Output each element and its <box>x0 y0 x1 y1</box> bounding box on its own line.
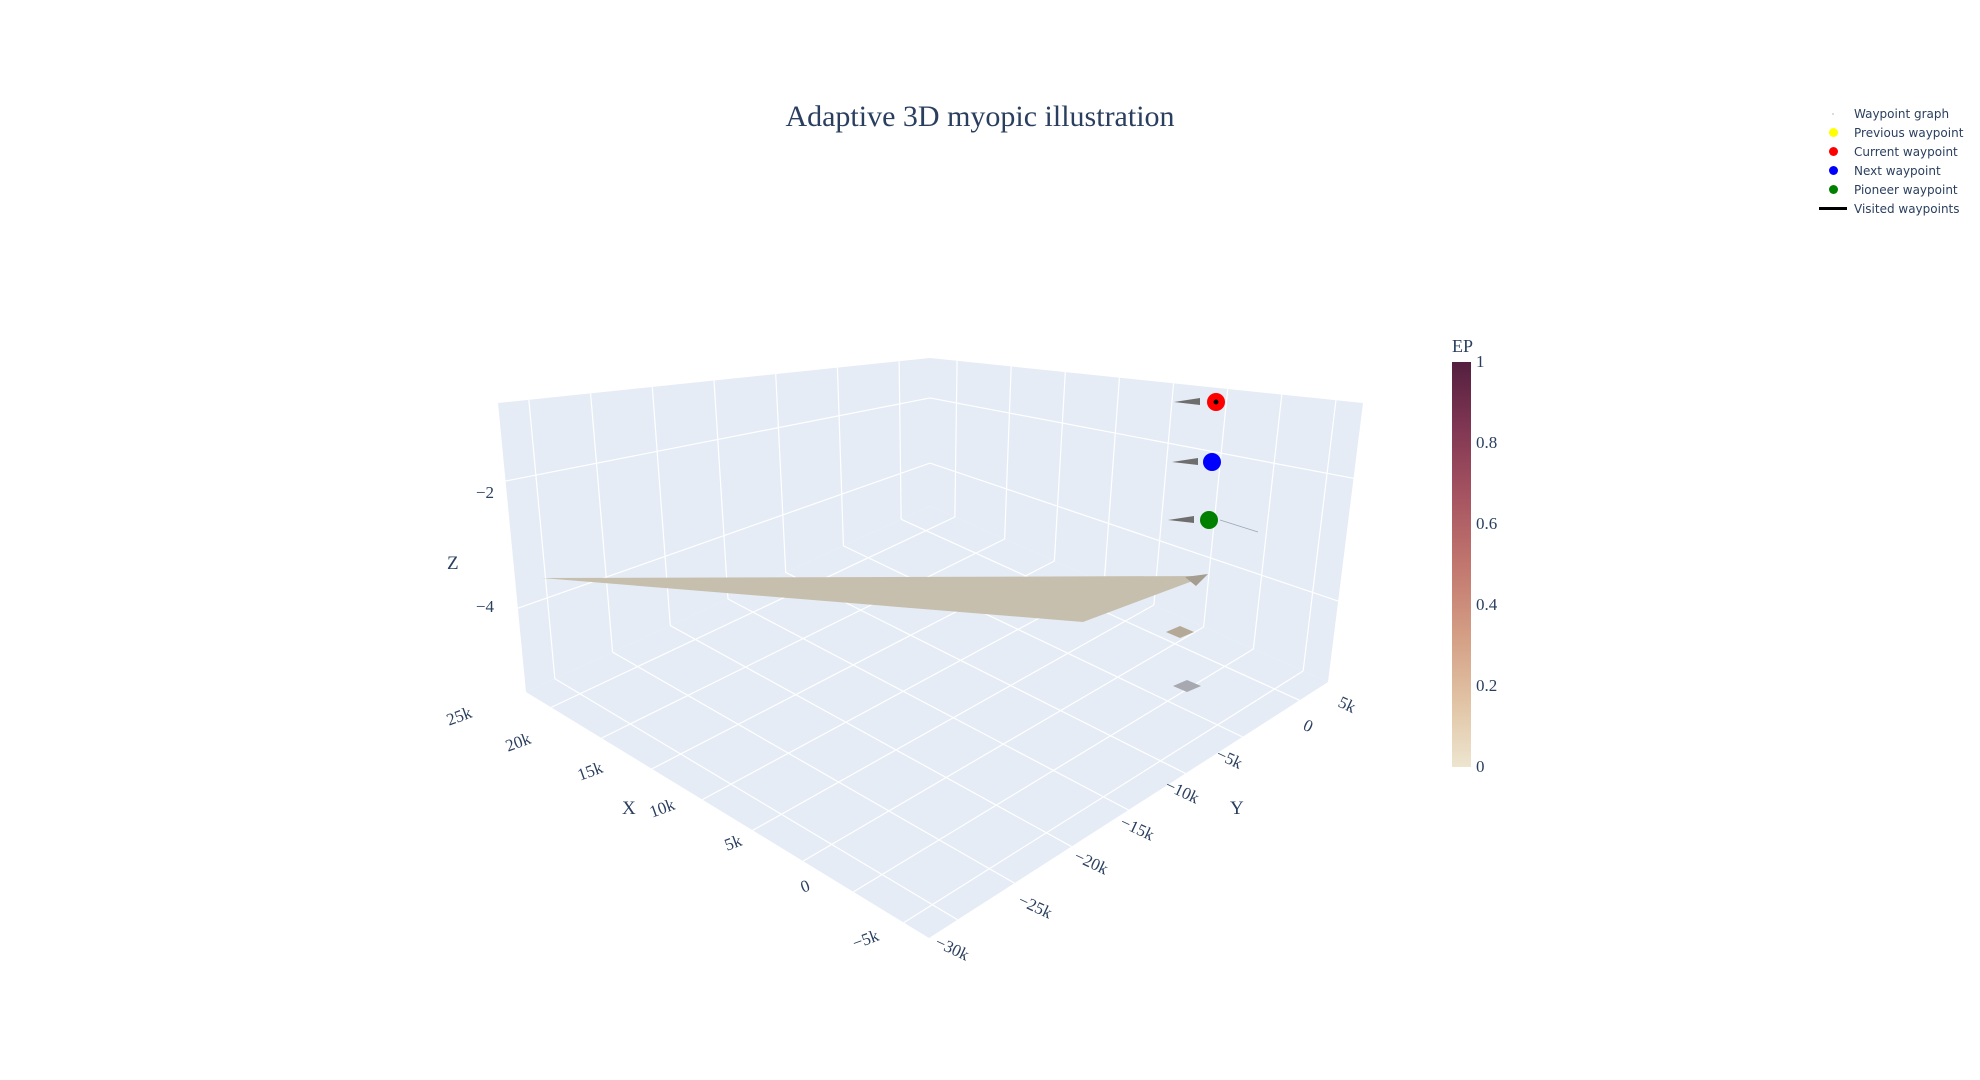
gridline-floor-x <box>785 571 1186 774</box>
legend-swatch <box>1818 142 1848 161</box>
y-tick-label: −15k <box>1117 812 1157 844</box>
legend[interactable]: Waypoint graph Previous waypoint Current w… <box>1818 104 1963 218</box>
waypoint-marker <box>1203 453 1221 471</box>
gridline-wall-x <box>713 380 729 600</box>
gridline-z <box>505 397 1354 482</box>
right-wall <box>930 358 1363 682</box>
colorbar-title: EP <box>1452 336 1474 356</box>
surface-fragment <box>1185 574 1208 586</box>
gridline-floor-x <box>669 625 1072 848</box>
x-tick-label: 0 <box>798 876 812 897</box>
gridline-floor-x <box>727 598 1129 811</box>
legend-marker <box>1828 166 1838 175</box>
legend-label: Waypoint graph <box>1854 106 1950 121</box>
surface-sliver <box>1174 398 1200 405</box>
legend-marker <box>1828 185 1838 194</box>
gridline-wall-y <box>1004 366 1012 540</box>
x-tick-label: 20k <box>503 729 534 756</box>
x-tick-label: −5k <box>850 926 882 953</box>
surface-sliver <box>1168 516 1194 523</box>
waypoint-graph-edge <box>1219 519 1259 533</box>
y-axis-title: Y <box>1230 798 1244 819</box>
gridlines <box>505 360 1354 924</box>
legend-swatch <box>1818 123 1848 142</box>
colorbar-tick-label: 0 <box>1476 757 1485 776</box>
gridline-floor-y <box>752 604 1155 831</box>
left-wall <box>498 358 930 692</box>
y-tick-label: −30k <box>932 932 972 964</box>
legend-swatch <box>1818 161 1848 180</box>
legend-label: Pioneer waypoint <box>1854 182 1958 197</box>
x-axis-title: X <box>622 798 636 819</box>
legend-item[interactable]: Next waypoint <box>1818 161 1963 180</box>
y-tick-label: 0 <box>1300 715 1316 736</box>
colorbar-tick-label: 1 <box>1476 352 1485 371</box>
gridline-wall-y <box>1053 372 1066 562</box>
legend-swatch <box>1818 180 1848 199</box>
gridline-floor-y <box>601 538 1005 739</box>
legend-label: Current waypoint <box>1854 144 1958 159</box>
gridline-wall-x <box>528 399 556 679</box>
legend-item[interactable]: Visited waypoints <box>1818 199 1963 218</box>
legend-marker <box>1828 147 1838 156</box>
legend-item[interactable]: Pioneer waypoint <box>1818 180 1963 199</box>
colorbar <box>1452 362 1471 767</box>
legend-label: Previous waypoint <box>1854 125 1964 140</box>
x-tick-label: 15k <box>575 758 606 785</box>
colorbar-tick-label: 0.4 <box>1476 595 1498 614</box>
gridline-floor-y <box>903 670 1304 924</box>
z-tick-label: −2 <box>476 483 494 502</box>
gridline-floor-y <box>802 626 1204 862</box>
chart-title: Adaptive 3D myopic illustration <box>785 100 1175 133</box>
legend-marker <box>1828 128 1838 137</box>
z-tick-label: −4 <box>476 597 495 616</box>
legend-swatch <box>1818 104 1848 123</box>
floor <box>526 506 1328 938</box>
y-tick-label: −20k <box>1071 846 1111 878</box>
gridline-wall-y <box>1203 388 1229 628</box>
x-tick-label: 10k <box>647 795 678 822</box>
colorbar-tick-label: 0.8 <box>1476 433 1498 452</box>
gridline-wall-y <box>1252 394 1283 650</box>
surface-patch <box>1173 680 1201 692</box>
legend-swatch <box>1818 199 1848 218</box>
waypoint-marker <box>1200 511 1218 529</box>
legend-marker <box>1819 207 1847 210</box>
visited-waypoint-marker <box>1213 399 1219 405</box>
gridline-wall-y <box>1302 400 1337 672</box>
y-tick-label: −25k <box>1015 890 1055 922</box>
z-axis-title: Z <box>447 553 459 574</box>
gridline-floor-y <box>550 516 956 708</box>
gridline-floor-y <box>702 582 1105 801</box>
legend-label: Visited waypoints <box>1854 201 1960 216</box>
gridline-z <box>517 462 1339 609</box>
legend-marker <box>1832 112 1834 115</box>
gridline-wall-x <box>898 361 902 520</box>
gridline-wall-x <box>775 374 787 573</box>
y-tick-label: −10k <box>1162 775 1202 807</box>
x-tick-label: 5k <box>722 831 745 855</box>
colorbar-tick-label: 0.2 <box>1476 676 1498 695</box>
gridline-wall-y <box>1153 383 1175 606</box>
x-tick-label: 25k <box>444 703 475 730</box>
legend-item[interactable]: Waypoint graph <box>1818 104 1963 123</box>
colorbar-tick-label: 0.6 <box>1476 514 1498 533</box>
gridline-wall-y <box>954 360 958 518</box>
axis-walls <box>498 358 1363 938</box>
y-tick-label: 5k <box>1335 692 1359 717</box>
legend-label: Next waypoint <box>1854 163 1941 178</box>
gridline-floor-x <box>612 651 1015 884</box>
legend-item[interactable]: Previous waypoint <box>1818 123 1963 142</box>
legend-item[interactable]: Current waypoint <box>1818 142 1963 161</box>
surface-sheet <box>542 576 1206 622</box>
gridline-wall-y <box>1103 377 1121 584</box>
surface-patch <box>1166 626 1194 638</box>
gridline-wall-x <box>589 393 614 653</box>
surface-sliver <box>1172 458 1198 465</box>
gridline-floor-x <box>554 678 958 921</box>
gridline-wall-x <box>836 367 845 546</box>
